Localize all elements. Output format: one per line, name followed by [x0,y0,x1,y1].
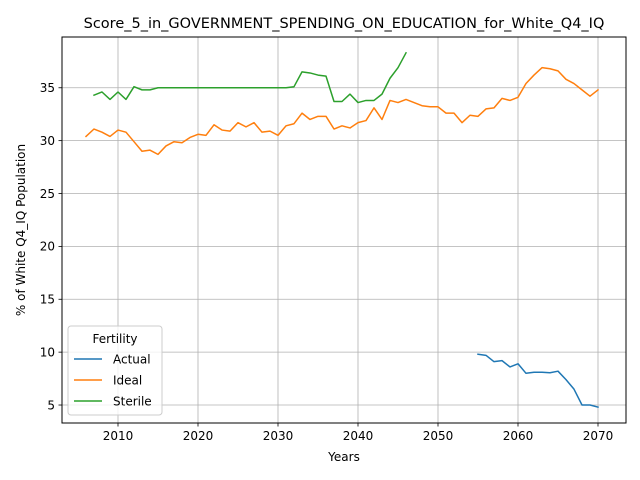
x-tick-label: 2010 [103,429,134,443]
series-lines [84,51,600,409]
legend-label-actual: Actual [113,352,151,366]
y-tick-label: 20 [40,240,55,254]
chart-title: Score_5_in_GOVERNMENT_SPENDING_ON_EDUCAT… [84,16,605,32]
x-tick-label: 2050 [423,429,454,443]
series-line-actual [477,353,599,409]
legend-title: Fertility [92,332,137,346]
legend-label-ideal: Ideal [113,373,142,387]
legend: Fertility Actual Ideal Sterile [67,325,163,416]
y-tick-label: 15 [40,293,55,307]
y-tick-label: 30 [40,134,55,148]
legend-box [67,325,163,416]
y-tick-label: 5 [47,398,55,412]
y-tick-label: 10 [40,345,55,359]
x-tick-label: 2020 [183,429,214,443]
x-axis-label: Years [327,450,360,464]
series-line-sterile [93,51,408,104]
x-tick-label: 2040 [343,429,374,443]
axis-ticks: 2010 2020 2030 2040 2050 2060 2070 5 10 15 20 25 30 3… [40,81,614,443]
y-tick-label: 25 [40,187,55,201]
legend-label-sterile: Sterile [113,394,152,408]
x-tick-label: 2030 [263,429,294,443]
series-line-ideal [84,66,600,156]
x-tick-label: 2070 [583,429,614,443]
y-axis-label: % of White Q4_IQ Population [14,144,28,316]
plot-frame [61,36,627,424]
y-tick-label: 35 [40,81,55,95]
legend-items: Actual Ideal Sterile [74,352,152,408]
x-tick-label: 2060 [503,429,534,443]
